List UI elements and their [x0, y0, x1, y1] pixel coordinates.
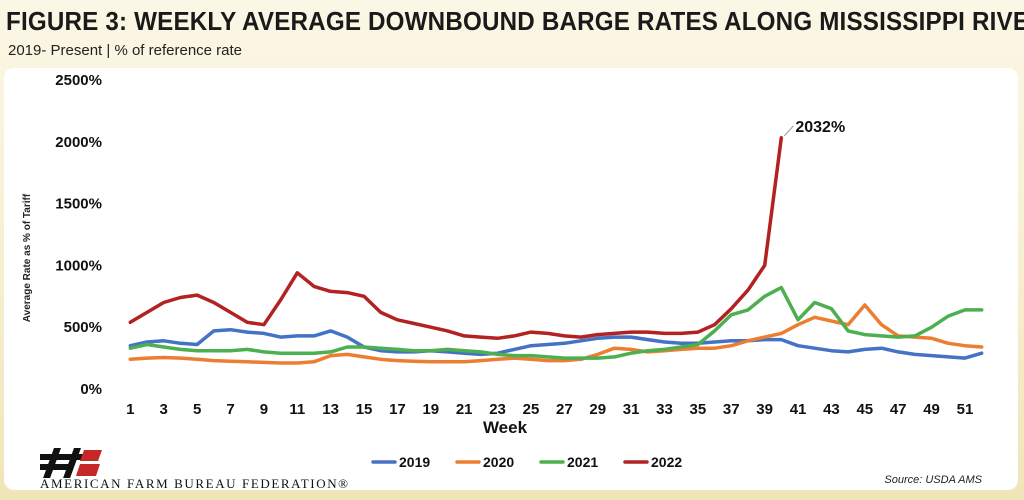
- series-line-2020: [128, 303, 984, 365]
- series-line-2021: [128, 285, 984, 360]
- x-tick-label: 45: [856, 401, 873, 418]
- x-tick-label: 19: [422, 401, 439, 418]
- series-lines: [128, 136, 984, 365]
- x-tick-label: 43: [823, 401, 840, 418]
- x-tick-label: 23: [489, 401, 506, 418]
- legend-label-2019: 2019: [399, 454, 430, 470]
- chart-card: [4, 68, 1018, 490]
- x-tick-label: 29: [589, 401, 606, 418]
- x-tick-label: 39: [756, 401, 773, 418]
- y-tick-label: 500%: [64, 319, 102, 336]
- x-axis-label: Week: [483, 418, 528, 437]
- x-tick-label: 15: [356, 401, 373, 418]
- x-axis-ticks: 1 3 5 7 9 11 13 15 17 19 21 23 25 27 29 31 33 35 37 39 41 43 4…: [126, 401, 973, 418]
- legend-label-2021: 2021: [567, 454, 598, 470]
- x-tick-label: 47: [890, 401, 907, 418]
- source-note: Source: USDA AMS: [884, 474, 982, 486]
- x-tick-label: 7: [226, 401, 234, 418]
- x-tick-label: 49: [923, 401, 940, 418]
- farm-bureau-logo: [40, 448, 102, 478]
- legend-label-2022: 2022: [651, 454, 682, 470]
- x-tick-label: 35: [690, 401, 707, 418]
- x-tick-label: 11: [289, 401, 305, 418]
- legend: 2019 2020 2021 2022: [371, 454, 682, 470]
- annotations: 2032%: [783, 119, 845, 137]
- x-tick-label: 31: [623, 401, 640, 418]
- x-tick-label: 21: [456, 401, 473, 418]
- y-axis-ticks: 0% 500% 1000% 1500% 2000% 2500%: [55, 72, 102, 398]
- figure-title: FIGURE 3: WEEKLY AVERAGE DOWNBOUND BARGE…: [6, 6, 1024, 36]
- annotation-label: 2032%: [795, 119, 845, 136]
- y-axis-label: Average Rate as % of Tariff: [22, 193, 33, 322]
- y-tick-label: 1500%: [55, 196, 102, 213]
- x-tick-label: 5: [193, 401, 201, 418]
- y-tick-label: 1000%: [55, 257, 102, 274]
- organization-name: AMERICAN FARM BUREAU FEDERATION®: [40, 476, 350, 491]
- figure-subtitle: 2019- Present | % of reference rate: [8, 42, 243, 59]
- legend-label-2020: 2020: [483, 454, 514, 470]
- x-tick-label: 27: [556, 401, 573, 418]
- x-tick-label: 25: [523, 401, 540, 418]
- x-tick-label: 37: [723, 401, 740, 418]
- x-tick-label: 1: [126, 401, 134, 418]
- x-tick-label: 9: [260, 401, 268, 418]
- x-tick-label: 51: [957, 401, 974, 418]
- series-line-2022: [128, 136, 784, 341]
- x-tick-label: 3: [160, 401, 168, 418]
- x-tick-label: 41: [790, 401, 807, 418]
- x-tick-label: 13: [322, 401, 339, 418]
- x-tick-label: 17: [389, 401, 406, 418]
- y-tick-label: 2000%: [55, 134, 102, 151]
- series-line-2019: [128, 327, 984, 360]
- annotation-leader: [783, 125, 794, 137]
- y-tick-label: 2500%: [55, 72, 102, 89]
- x-tick-label: 33: [656, 401, 673, 418]
- y-tick-label: 0%: [80, 381, 102, 398]
